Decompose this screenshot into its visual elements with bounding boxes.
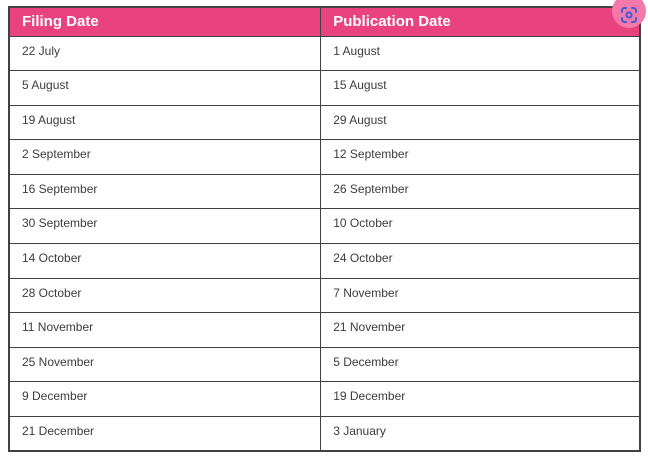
- publication-date-cell: 12 September: [320, 139, 641, 175]
- table-row: 11 November 21 November: [8, 312, 641, 348]
- table-row: 14 October 24 October: [8, 243, 641, 279]
- filing-date-cell: 11 November: [8, 312, 322, 348]
- publication-date-cell: 7 November: [320, 277, 641, 314]
- table-row: 16 September 26 September: [8, 173, 641, 210]
- filing-date-cell: 22 July: [8, 35, 322, 72]
- table-row: 30 September 10 October: [8, 208, 641, 245]
- table-row: 22 July 1 August: [8, 35, 641, 72]
- publication-date-cell: 24 October: [320, 243, 641, 279]
- filing-date-cell: 25 November: [8, 346, 322, 383]
- filing-date-cell: 30 September: [8, 208, 322, 245]
- filing-date-cell: 16 September: [8, 173, 322, 210]
- table-row: 9 December 19 December: [8, 381, 641, 418]
- table-row: 28 October 7 November: [8, 277, 641, 314]
- publication-date-cell: 26 September: [320, 173, 641, 210]
- publication-date-cell: 1 August: [320, 35, 641, 72]
- filing-date-cell: 19 August: [8, 104, 322, 141]
- publication-date-cell: 21 November: [320, 312, 641, 348]
- filing-date-cell: 9 December: [8, 381, 322, 418]
- filing-date-cell: 21 December: [8, 416, 322, 452]
- filing-date-cell: 5 August: [8, 70, 322, 106]
- header-row: Filing Date Publication Date: [8, 6, 641, 37]
- publication-date-cell: 10 October: [320, 208, 641, 245]
- table-row: 25 November 5 December: [8, 346, 641, 383]
- table-row: 21 December 3 January: [8, 416, 641, 452]
- table-row: 2 September 12 September: [8, 139, 641, 175]
- filing-date-header: Filing Date: [8, 6, 322, 37]
- publication-date-header: Publication Date: [320, 6, 641, 37]
- table-row: 5 August 15 August: [8, 70, 641, 106]
- screenshot-capture-icon: [620, 0, 638, 24]
- table-row: 19 August 29 August: [8, 104, 641, 141]
- publication-date-cell: 15 August: [320, 70, 641, 106]
- publication-date-cell: 3 January: [320, 416, 641, 452]
- publication-date-cell: 29 August: [320, 104, 641, 141]
- publication-date-cell: 5 December: [320, 346, 641, 383]
- filing-date-cell: 28 October: [8, 277, 322, 314]
- filing-date-cell: 2 September: [8, 139, 322, 175]
- filing-date-cell: 14 October: [8, 243, 322, 279]
- publication-date-cell: 19 December: [320, 381, 641, 418]
- screenshot-capture-button[interactable]: [612, 0, 646, 28]
- filing-schedule-table: Filing Date Publication Date 22 July 1 A…: [8, 6, 641, 453]
